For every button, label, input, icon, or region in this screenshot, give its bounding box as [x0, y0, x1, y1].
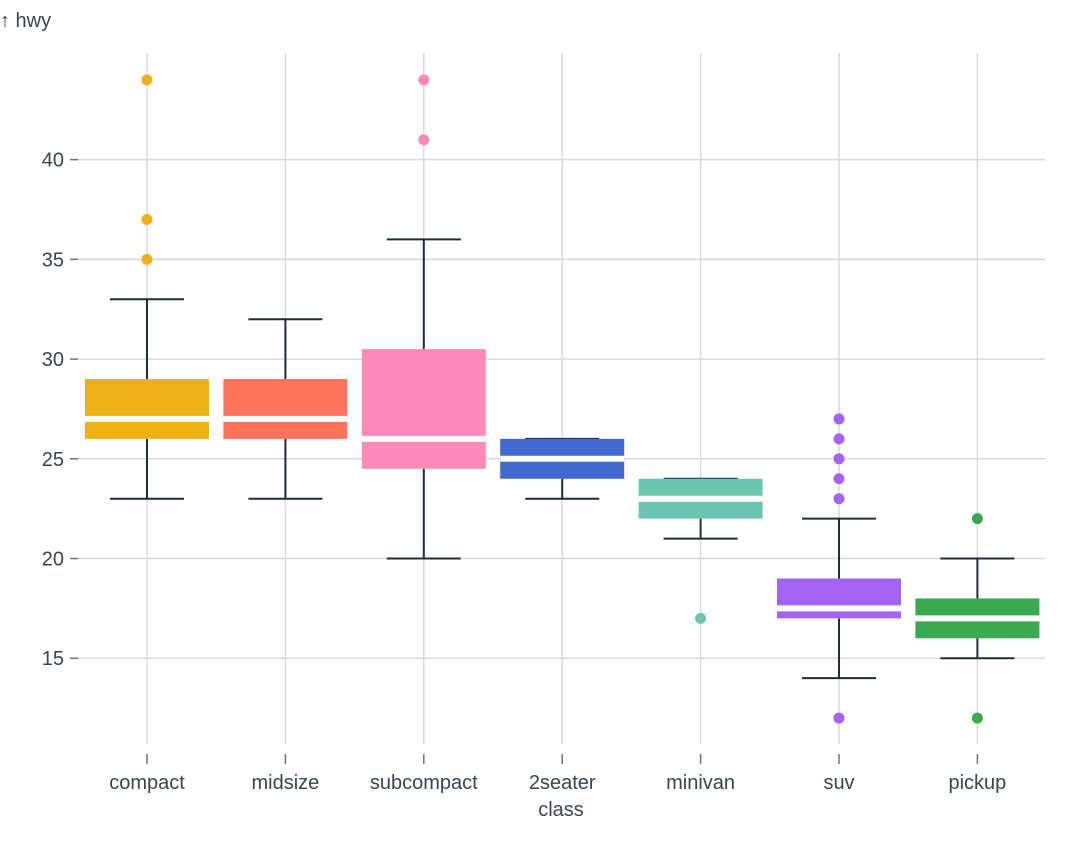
iqr-box: [777, 578, 901, 619]
y-tick-label: 35: [42, 249, 64, 271]
outlier-point: [833, 493, 845, 505]
box-minivan: [638, 477, 763, 624]
outlier-point: [141, 213, 153, 225]
y-axis: 15 20 25 30 35 40: [42, 150, 78, 670]
y-tick-label: 25: [42, 449, 64, 471]
box-suv: [777, 413, 901, 724]
boxes-layer: [85, 74, 1040, 724]
outlier-point: [695, 612, 707, 624]
box-midsize: [223, 318, 348, 500]
iqr-box: [361, 349, 486, 469]
outlier-point: [833, 712, 845, 724]
y-tick-label: 20: [42, 549, 64, 571]
iqr-box: [223, 379, 348, 439]
x-axis: compact midsize subcompact 2seater minivan su…: [109, 754, 1006, 794]
outlier-point: [833, 473, 845, 485]
iqr-box: [85, 379, 209, 439]
box-compact: [85, 74, 209, 500]
y-tick-label: 30: [42, 349, 64, 371]
outlier-point: [418, 74, 430, 86]
y-tick-label: 15: [42, 648, 64, 670]
y-tick-label: 40: [42, 150, 64, 172]
outlier-point: [971, 712, 983, 724]
outlier-point: [418, 134, 430, 146]
grid-layer: [78, 53, 1045, 744]
outlier-point: [141, 253, 153, 265]
box-subcompact: [361, 74, 486, 560]
y-axis-label: ↑ hwy: [0, 10, 51, 32]
x-tick-label: subcompact: [370, 772, 478, 794]
x-tick-label: midsize: [252, 772, 320, 794]
x-tick-label: pickup: [948, 772, 1006, 794]
x-tick-label: 2seater: [529, 772, 596, 794]
x-tick-label: suv: [823, 772, 854, 794]
x-tick-label: compact: [109, 772, 185, 794]
outlier-point: [833, 433, 845, 445]
x-tick-label: minivan: [666, 772, 735, 794]
outlier-point: [833, 413, 845, 425]
outlier-point: [141, 74, 153, 86]
outlier-point: [833, 453, 845, 465]
outlier-point: [971, 513, 983, 525]
box-2seater: [500, 437, 625, 500]
x-axis-label: class: [538, 799, 584, 821]
box-pickup: [915, 513, 1040, 724]
